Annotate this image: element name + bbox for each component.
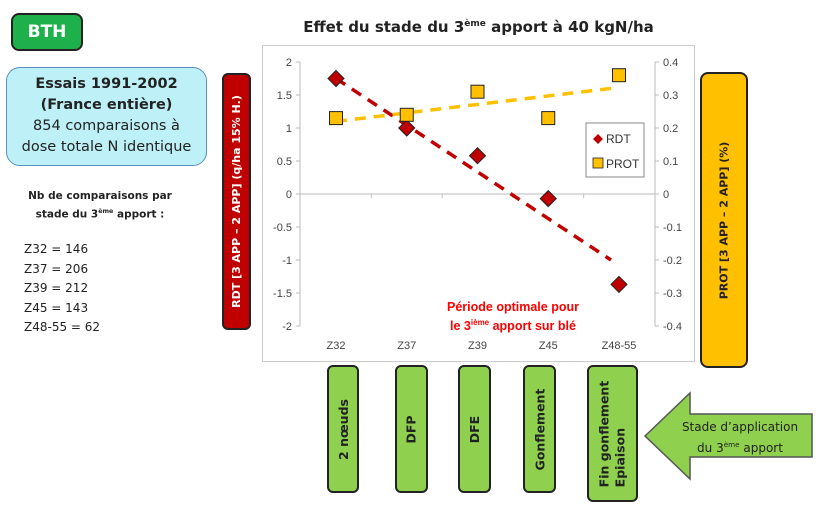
crop-badge: BTH [11, 13, 83, 51]
rdt-point [610, 275, 628, 294]
legend-label-rdt: RDT [606, 132, 631, 146]
y2-tick-label: 0 [663, 189, 669, 201]
count-item: Z39 = 212 [24, 281, 89, 295]
y-tick-label: 1.5 [277, 90, 292, 102]
count-item: Z48-55 = 62 [24, 320, 101, 334]
rdt-point [398, 119, 416, 137]
x-tick-label: Z37 [397, 340, 416, 352]
stage-dfe: DFE [458, 365, 491, 493]
stage-2-noeuds: 2 nœuds [327, 365, 359, 493]
prot-point [470, 84, 485, 99]
stage-dfp: DFP [395, 365, 428, 493]
y2-tick-label: -0.1 [663, 222, 682, 234]
info-line3: 854 comparaisons à [33, 118, 180, 134]
rdt-point [468, 147, 487, 165]
y-tick-label: 1 [286, 123, 292, 135]
chart-frame [262, 45, 695, 362]
legend-marker-prot [592, 157, 604, 169]
prot-point [399, 107, 414, 122]
y2-tick-label: -0.4 [663, 321, 682, 333]
y-axis-label: RDT [3 APP – 2 APP] (q/ha 15% H.) [222, 73, 251, 330]
info-line1: Essais 1991-2002 [35, 76, 178, 92]
y-tick-label: -2 [282, 321, 292, 333]
x-tick-label: Z45 [539, 340, 558, 352]
y2-tick-label: -0.2 [663, 255, 682, 267]
y2-axis-label: PROT [3 APP – 2 APP] (%) [700, 72, 748, 368]
counts-list: Z32 = 146 Z37 = 206 Z39 = 212 Z45 = 143 … [24, 240, 100, 338]
counts-title: Nb de comparaisons par stade du 3ème app… [28, 190, 172, 221]
arrow-label: Stade d’application du 3ème apport [681, 420, 799, 455]
y2-tick-label: 0.4 [663, 57, 678, 69]
trendline-rdt [335, 77, 612, 262]
prot-point [329, 111, 343, 126]
trendline-prot [335, 86, 612, 124]
count-item: Z37 = 206 [24, 261, 89, 276]
rdt-point [539, 189, 557, 208]
chart-title: Effet du stade du 3ème apport à 40 kgN/h… [303, 18, 654, 36]
x-tick-label: Z39 [468, 340, 487, 352]
stage-fin-gonflement-epiaison: Fin gonflement Epiaison [587, 365, 638, 502]
y2-tick-label: 0.3 [663, 90, 678, 102]
x-tick-label: Z32 [327, 340, 346, 352]
count-item: Z45 = 143 [24, 300, 89, 315]
x-tick-label: Z48-55 [602, 340, 637, 352]
arrow-left-icon [643, 391, 813, 481]
y2-tick-label: -0.3 [663, 288, 682, 300]
y-tick-label: -0.5 [273, 222, 292, 234]
y-tick-label: -1.5 [273, 288, 292, 300]
prot-point [612, 68, 626, 83]
y2-tick-label: 0.1 [663, 156, 678, 168]
y-tick-label: -1 [282, 255, 292, 267]
y-tick-label: 2 [286, 57, 292, 69]
trial-info-box: Essais 1991-2002 (France entière) 854 co… [6, 67, 207, 166]
legend-label-prot: PROT [606, 157, 640, 171]
info-line4: dose totale N identique [21, 139, 192, 155]
count-item: Z32 = 146 [24, 242, 89, 256]
legend-marker-rdt [593, 134, 603, 144]
stage-gonflement: Gonflement [523, 365, 556, 493]
rdt-point [327, 69, 345, 88]
y-tick-label: 0.5 [277, 156, 292, 168]
annotation-line1: Période optimale pour [447, 300, 579, 314]
info-line2: (France entière) [40, 97, 173, 113]
annotation-line2: le 3ième apport sur blé [450, 318, 576, 333]
y-tick-label: 0 [286, 189, 292, 201]
y2-tick-label: 0.2 [663, 123, 678, 135]
prot-point [541, 111, 556, 126]
